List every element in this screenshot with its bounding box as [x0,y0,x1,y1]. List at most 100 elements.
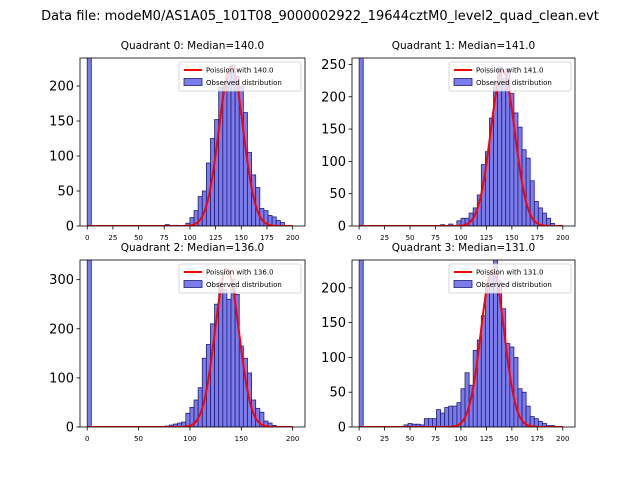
poisson-curve [87,65,293,226]
histogram-bar [546,217,551,226]
quadrant-2-axes-frame [79,259,306,428]
x-tick-label: 0 [357,234,361,242]
y-tick-label: 0 [338,421,346,436]
y-tick-label: 200 [321,281,346,296]
legend-bars-swatch [183,78,203,86]
histogram-bar [226,298,232,427]
x-tick-label: 150 [235,435,248,443]
x-tick-label: 50 [134,234,143,242]
y-tick-label: 150 [321,123,346,138]
histogram-bar [480,315,486,427]
quadrant-1-legend: Poission with 141.0 Observed distribution [448,61,572,92]
histogram-bar [259,411,265,427]
histogram-bar [222,82,228,226]
quadrant-3-panel: 0 25 50 75 100 125 150 175 200 0 50 100 150 200 Quadra… [321,242,576,443]
legend-bars-swatch [453,280,473,288]
legend-curve-label: Poission with 140.0 [206,67,274,75]
x-tick-label: 150 [505,435,518,443]
y-tick-label: 200 [321,90,346,105]
legend-bars-label: Observed distribution [476,281,552,289]
x-tick-label: 50 [134,435,143,443]
histogram-bar [497,67,503,226]
x-tick-label: 0 [85,234,89,242]
legend-box [448,263,572,294]
histogram-bar [533,418,539,427]
x-tick-label: 125 [480,435,493,443]
legend-bars-label: Observed distribution [206,79,282,87]
histogram-bar [489,273,494,427]
quadrant-1-axes-frame [351,57,576,227]
x-tick-label: 175 [531,435,544,443]
quadrant-3-axes-frame [351,259,576,428]
legend-curve-label: Poission with 131.0 [476,269,544,277]
legend-box [178,263,302,294]
panels-group: 0 25 50 75 100 125 150 175 200 0 50 100 150 200 Quadra… [49,40,576,443]
histogram-bar [423,418,429,427]
poisson-curve [87,267,293,427]
histogram-bar [436,409,441,427]
quadrant-3-title: Quadrant 3: Median=131.0 [392,242,535,254]
y-tick-label: 100 [321,351,346,366]
x-tick-label: 200 [556,234,569,242]
y-tick-label: 100 [49,150,74,165]
y-tick-label: 0 [338,220,346,235]
histogram-bar [358,58,364,226]
quadrant-2-legend: Poission with 136.0 Observed distribution [178,263,302,294]
quadrant-0-axes-frame [79,57,306,227]
x-tick-label: 100 [183,435,196,443]
histogram-bar [452,405,458,427]
histogram-bar [501,78,507,226]
x-tick-label: 0 [357,435,361,443]
y-tick-label: 100 [49,371,74,386]
histogram-bar [464,372,470,427]
histogram-bar [525,157,531,226]
y-tick-label: 150 [321,316,346,331]
legend-curve-label: Poission with 141.0 [476,67,544,75]
quadrant-3-legend: Poission with 131.0 Observed distribution [448,263,572,294]
poisson-curve [359,268,563,427]
x-tick-label: 200 [286,234,299,242]
figure-suptitle: Data file: modeM0/AS1A05_101T08_90000029… [41,9,599,24]
histogram-bar [279,222,285,226]
quadrant-0-legend: Poission with 140.0 Observed distribution [178,61,302,92]
histogram-bar [550,223,556,226]
x-tick-label: 25 [380,234,389,242]
x-tick-label: 175 [260,234,273,242]
y-tick-label: 50 [329,386,346,401]
histogram-bar [448,405,454,427]
x-tick-label: 0 [85,435,89,443]
legend-bars-swatch [453,78,473,86]
x-tick-label: 50 [406,435,415,443]
legend-curve-label: Poission with 136.0 [206,269,274,277]
histogram-bar [542,212,547,226]
legend-box [448,61,572,92]
y-tick-label: 200 [49,322,74,337]
histogram-bar [432,418,437,427]
legend-bars-swatch [183,280,203,288]
x-tick-label: 125 [480,234,493,242]
y-tick-label: 100 [321,155,346,170]
x-tick-label: 100 [183,234,196,242]
quadrant-1-title: Quadrant 1: Median=141.0 [392,40,535,52]
histogram-bar [513,357,519,427]
x-tick-label: 200 [286,435,299,443]
histogram-bar [222,289,228,427]
x-tick-label: 150 [235,234,248,242]
y-tick-label: 50 [57,185,74,200]
histogram-bar [440,412,446,427]
quadrant-2-panel: 0 50 100 150 200 0 100 200 300 Quadrant 2: Median… [49,242,306,443]
y-tick-label: 0 [66,421,74,436]
y-tick-label: 250 [321,58,346,73]
x-tick-label: 50 [406,234,415,242]
legend-box [178,61,302,92]
histogram-bar [444,407,450,427]
x-tick-label: 75 [431,435,440,443]
x-tick-label: 200 [556,435,569,443]
x-tick-label: 75 [160,234,169,242]
histogram-bar [86,58,92,226]
quadrant-0-title: Quadrant 0: Median=140.0 [121,40,264,52]
quadrant-2-title: Quadrant 2: Median=136.0 [121,242,264,254]
y-tick-label: 300 [49,273,74,288]
y-tick-label: 200 [49,80,74,95]
